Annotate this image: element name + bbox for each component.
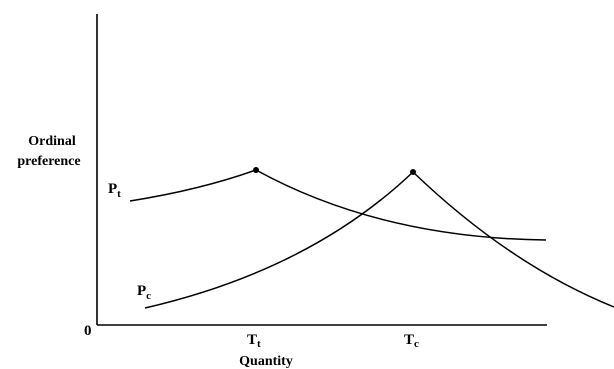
- tick-label-tt-subscript: t: [257, 338, 261, 350]
- origin-label: 0: [84, 323, 92, 339]
- tick-label-tt: Tt: [247, 332, 261, 350]
- y-axis-label-line2: preference: [17, 154, 80, 169]
- y-axis-label-line1: Ordinal: [28, 134, 76, 149]
- peak-point-t: [253, 167, 259, 173]
- tick-label-tc-subscript: c: [414, 338, 419, 350]
- tick-label-tc-letter: T: [404, 332, 414, 348]
- curve-label-pc-subscript: c: [146, 290, 151, 302]
- tick-label-tc: Tc: [404, 332, 419, 350]
- curve-label-pc: Pc: [137, 283, 151, 302]
- peak-point-c: [410, 169, 416, 175]
- curve-label-pc-letter: P: [137, 283, 146, 299]
- x-axis-label: Quantity: [239, 354, 293, 369]
- curve-label-pt: Pt: [108, 181, 121, 200]
- curve-label-pt-letter: P: [108, 181, 117, 197]
- curve-label-pt-subscript: t: [117, 188, 121, 200]
- curve-pt: [129, 169, 547, 241]
- tick-label-tt-letter: T: [247, 332, 257, 348]
